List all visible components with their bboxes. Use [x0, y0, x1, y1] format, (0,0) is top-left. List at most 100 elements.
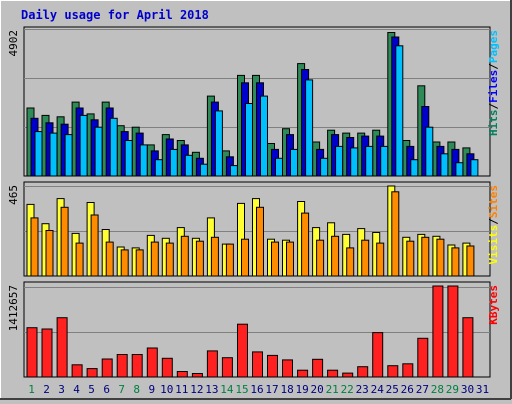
y-axis-max-label-kbytes: 1412657 — [7, 285, 20, 331]
bar-sites-day-30 — [466, 245, 475, 277]
legend-item: KBytes — [487, 285, 500, 325]
bar-sites-day-9 — [150, 241, 159, 277]
legend-item: Pages — [487, 30, 500, 63]
bar-kbytes-day-6 — [101, 358, 113, 378]
bar-sites-day-13 — [210, 236, 219, 277]
bar-pages-day-1 — [34, 131, 43, 177]
bar-sites-day-12 — [195, 240, 204, 277]
bar-pages-day-14 — [229, 165, 238, 177]
x-tick-label-day-23: 23 — [356, 383, 369, 396]
bar-kbytes-day-24 — [372, 332, 384, 378]
legend-item: Hits — [487, 110, 500, 137]
bar-sites-day-23 — [361, 239, 370, 277]
bar-kbytes-day-10 — [161, 357, 173, 378]
panel-visits: 465 Visits/Sites — [7, 181, 500, 277]
legend-visits: Visits/Sites — [487, 185, 500, 265]
bar-kbytes-day-12 — [191, 373, 203, 378]
bar-sites-day-27 — [421, 236, 430, 277]
x-axis-day-labels: 1 2 3 4 5 6 7 8 9 10 11 12 13 14 15 16 17 18 19 20 21 22 23 24 2… — [28, 383, 489, 396]
legend-item: Files — [487, 70, 500, 103]
x-tick-label-day-29: 29 — [446, 383, 459, 396]
y-axis-max-label-visits: 465 — [7, 185, 20, 205]
x-tick-label-day-5: 5 — [88, 383, 95, 396]
legend-hits: Hits/Files/Pages — [487, 30, 500, 136]
x-tick-label-day-10: 10 — [160, 383, 173, 396]
bar-sites-day-19 — [301, 212, 310, 277]
bar-sites-day-14 — [225, 243, 234, 277]
x-tick-label-day-7: 7 — [118, 383, 125, 396]
bar-pages-day-12 — [199, 163, 208, 177]
x-tick-label-day-17: 17 — [265, 383, 278, 396]
bar-kbytes-day-1 — [26, 327, 38, 378]
bar-pages-day-2 — [49, 132, 58, 177]
bar-pages-day-17 — [275, 157, 283, 177]
bar-sites-day-21 — [331, 235, 340, 277]
bar-sites-day-8 — [135, 249, 144, 277]
x-tick-label-day-27: 27 — [416, 383, 429, 396]
bar-sites-day-7 — [120, 249, 129, 277]
bar-sites-day-6 — [105, 241, 114, 277]
bar-kbytes-day-22 — [342, 372, 354, 378]
legend-item: / — [487, 103, 500, 110]
bar-pages-day-19 — [305, 79, 314, 177]
chart-title: Daily usage for April 2018 — [21, 8, 209, 22]
bar-pages-day-25 — [395, 45, 404, 177]
x-tick-label-day-11: 11 — [175, 383, 188, 396]
bar-sites-day-20 — [316, 239, 325, 277]
x-tick-label-day-3: 3 — [58, 383, 65, 396]
bar-kbytes-day-29 — [447, 285, 459, 378]
bar-sites-day-28 — [436, 238, 445, 277]
x-tick-label-day-13: 13 — [205, 383, 218, 396]
bar-pages-day-20 — [320, 157, 329, 177]
x-tick-label-day-25: 25 — [386, 383, 399, 396]
bar-pages-day-3 — [64, 134, 73, 177]
legend-kbytes: KBytes — [487, 285, 500, 325]
bar-sites-day-10 — [165, 242, 174, 277]
bar-kbytes-day-16 — [252, 351, 263, 378]
bar-pages-day-26 — [410, 159, 419, 177]
x-tick-label-day-26: 26 — [401, 383, 414, 396]
bar-sites-day-24 — [376, 242, 385, 277]
chart-panels: 4902Hits/Files/Pages465Visits/Sites14126… — [7, 26, 500, 378]
x-tick-label-day-21: 21 — [326, 383, 339, 396]
y-axis-max-label-hits: 4902 — [7, 30, 20, 57]
bar-kbytes-day-4 — [71, 364, 83, 378]
bar-sites-day-5 — [90, 214, 99, 277]
bar-kbytes-day-11 — [176, 371, 188, 378]
panel-kbytes: 1412657 KBytes — [7, 281, 500, 378]
bar-pages-day-15 — [245, 103, 253, 177]
bar-sites-day-2 — [45, 230, 54, 277]
bar-kbytes-day-8 — [131, 354, 143, 378]
bar-kbytes-day-14 — [221, 357, 233, 378]
bar-pages-day-29 — [455, 162, 464, 177]
legend-item: Visits — [487, 225, 500, 265]
bar-pages-day-22 — [350, 147, 359, 177]
x-tick-label-day-22: 22 — [341, 383, 354, 396]
bar-kbytes-day-13 — [206, 350, 218, 378]
x-tick-label-day-6: 6 — [103, 383, 110, 396]
bar-sites-day-11 — [180, 235, 189, 277]
x-tick-label-day-12: 12 — [190, 383, 203, 396]
x-tick-label-day-2: 2 — [43, 383, 50, 396]
bar-sites-day-18 — [286, 241, 294, 277]
bar-pages-day-4 — [79, 114, 88, 177]
bar-pages-day-13 — [214, 110, 223, 177]
legend-item: Sites — [487, 185, 500, 218]
bar-kbytes-day-15 — [237, 323, 248, 378]
legend-item: / — [487, 218, 500, 225]
bar-sites-day-4 — [75, 242, 84, 277]
x-tick-label-day-9: 9 — [148, 383, 155, 396]
bar-kbytes-day-5 — [86, 368, 98, 378]
bar-kbytes-day-9 — [146, 347, 158, 378]
bar-pages-day-21 — [335, 145, 344, 177]
x-tick-label-day-8: 8 — [133, 383, 140, 396]
bar-pages-day-28 — [440, 153, 449, 177]
bar-sites-day-16 — [256, 206, 264, 277]
bar-pages-day-24 — [380, 145, 389, 177]
bar-sites-day-25 — [391, 191, 400, 277]
bar-kbytes-day-20 — [312, 358, 324, 378]
bar-pages-day-8 — [139, 144, 148, 177]
